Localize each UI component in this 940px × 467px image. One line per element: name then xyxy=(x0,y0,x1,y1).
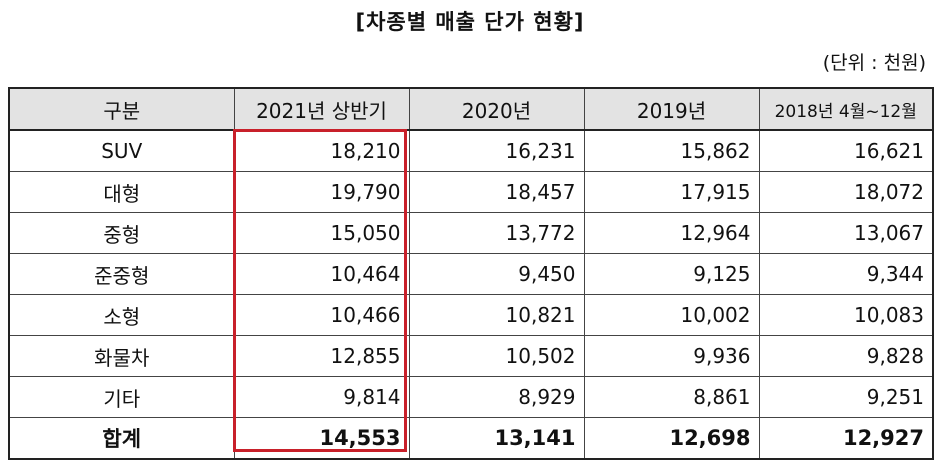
table-row: SUV 18,210 16,231 15,862 16,621 xyxy=(8,129,934,172)
row-label: 준중형 xyxy=(8,253,235,295)
cell-value: 19,790 xyxy=(233,171,410,213)
table-row: 화물차 12,855 10,502 9,936 9,828 xyxy=(8,335,934,377)
unit-label: (단위 : 천원) xyxy=(822,52,926,74)
cell-value: 9,814 xyxy=(233,376,410,418)
header-category: 구분 xyxy=(8,87,235,131)
row-label: 화물차 xyxy=(8,335,235,377)
cell-value: 8,861 xyxy=(583,376,760,418)
row-label: 기타 xyxy=(8,376,235,418)
cell-value: 9,125 xyxy=(583,253,760,295)
header-2018: 2018년 4월~12월 xyxy=(758,87,934,131)
cell-value: 13,067 xyxy=(758,212,934,254)
cell-value: 18,072 xyxy=(758,171,934,213)
table-row: 중형 15,050 13,772 12,964 13,067 xyxy=(8,212,934,254)
table-row: 준중형 10,464 9,450 9,125 9,344 xyxy=(8,253,934,295)
table-row: 기타 9,814 8,929 8,861 9,251 xyxy=(8,376,934,418)
cell-value: 9,251 xyxy=(758,376,934,418)
sales-unit-price-table: 구분 2021년 상반기 2020년 2019년 2018년 4월~12월 SU… xyxy=(8,87,934,460)
cell-value: 9,936 xyxy=(583,335,760,377)
cell-value: 16,621 xyxy=(758,129,934,172)
cell-value: 10,083 xyxy=(758,294,934,336)
total-value: 13,141 xyxy=(408,417,585,460)
header-2020: 2020년 xyxy=(408,87,585,131)
row-label: SUV xyxy=(8,129,235,172)
total-row: 합계 14,553 13,141 12,698 12,927 xyxy=(8,417,934,460)
total-label: 합계 xyxy=(8,417,235,460)
header-2021h1: 2021년 상반기 xyxy=(233,87,410,131)
row-label: 소형 xyxy=(8,294,235,336)
cell-value: 12,855 xyxy=(233,335,410,377)
table-title: [차종별 매출 단가 현황] xyxy=(355,10,585,34)
cell-value: 8,929 xyxy=(408,376,585,418)
cell-value: 10,466 xyxy=(233,294,410,336)
table-row: 소형 10,466 10,821 10,002 10,083 xyxy=(8,294,934,336)
cell-value: 15,862 xyxy=(583,129,760,172)
row-label: 중형 xyxy=(8,212,235,254)
cell-value: 15,050 xyxy=(233,212,410,254)
cell-value: 10,464 xyxy=(233,253,410,295)
header-2019: 2019년 xyxy=(583,87,760,131)
cell-value: 9,450 xyxy=(408,253,585,295)
cell-value: 18,457 xyxy=(408,171,585,213)
cell-value: 18,210 xyxy=(233,129,410,172)
cell-value: 10,821 xyxy=(408,294,585,336)
total-value: 12,927 xyxy=(758,417,934,460)
row-label: 대형 xyxy=(8,171,235,213)
cell-value: 10,002 xyxy=(583,294,760,336)
cell-value: 10,502 xyxy=(408,335,585,377)
cell-value: 12,964 xyxy=(583,212,760,254)
table-row: 대형 19,790 18,457 17,915 18,072 xyxy=(8,171,934,213)
cell-value: 16,231 xyxy=(408,129,585,172)
cell-value: 13,772 xyxy=(408,212,585,254)
total-value: 12,698 xyxy=(583,417,760,460)
table-header-row: 구분 2021년 상반기 2020년 2019년 2018년 4월~12월 xyxy=(8,87,934,131)
cell-value: 17,915 xyxy=(583,171,760,213)
cell-value: 9,828 xyxy=(758,335,934,377)
cell-value: 9,344 xyxy=(758,253,934,295)
total-value: 14,553 xyxy=(233,417,410,460)
